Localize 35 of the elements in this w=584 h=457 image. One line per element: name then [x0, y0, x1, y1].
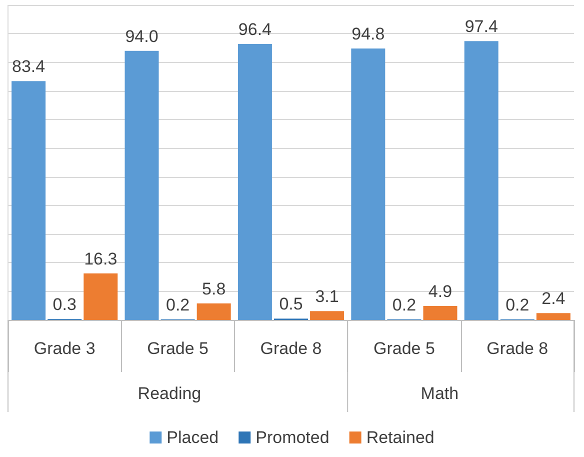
x-tick-label: Grade 5 — [373, 339, 435, 358]
x-tick-label: Grade 3 — [34, 339, 96, 358]
x-tick-label: Grade 8 — [486, 339, 548, 358]
data-label: 0.3 — [52, 295, 76, 314]
bar — [536, 313, 570, 320]
bar — [84, 273, 118, 320]
data-label: 16.3 — [84, 249, 118, 268]
bar — [12, 81, 46, 320]
data-label: 96.4 — [238, 20, 272, 39]
data-label: 0.2 — [166, 295, 190, 314]
bar — [423, 306, 458, 320]
data-label: 2.4 — [542, 289, 566, 308]
data-label: 94.8 — [352, 24, 385, 44]
bar — [124, 50, 159, 320]
legend-label: Promoted — [256, 428, 330, 447]
text: Math — [420, 384, 459, 403]
legend-label: Retained — [366, 428, 434, 447]
data-label: 83.4 — [12, 57, 46, 76]
bar — [238, 44, 272, 320]
bar — [464, 41, 498, 320]
data-label: 94.0 — [125, 26, 158, 46]
text: Reading — [138, 384, 202, 403]
x-tick-label: Grade 8 — [260, 339, 322, 358]
data-label: 3.1 — [315, 287, 339, 306]
data-label: 97.4 — [464, 17, 498, 36]
bar — [196, 303, 231, 320]
data-label: 4.9 — [428, 282, 452, 301]
bar — [351, 48, 386, 320]
x-tick-label: Grade 5 — [147, 339, 209, 358]
data-label: 0.2 — [392, 295, 416, 314]
data-label: 0.5 — [279, 294, 303, 314]
data-label: 5.8 — [202, 279, 226, 298]
data-label: 0.2 — [506, 295, 530, 314]
bar — [310, 311, 344, 320]
legend-label: Placed — [166, 428, 219, 447]
